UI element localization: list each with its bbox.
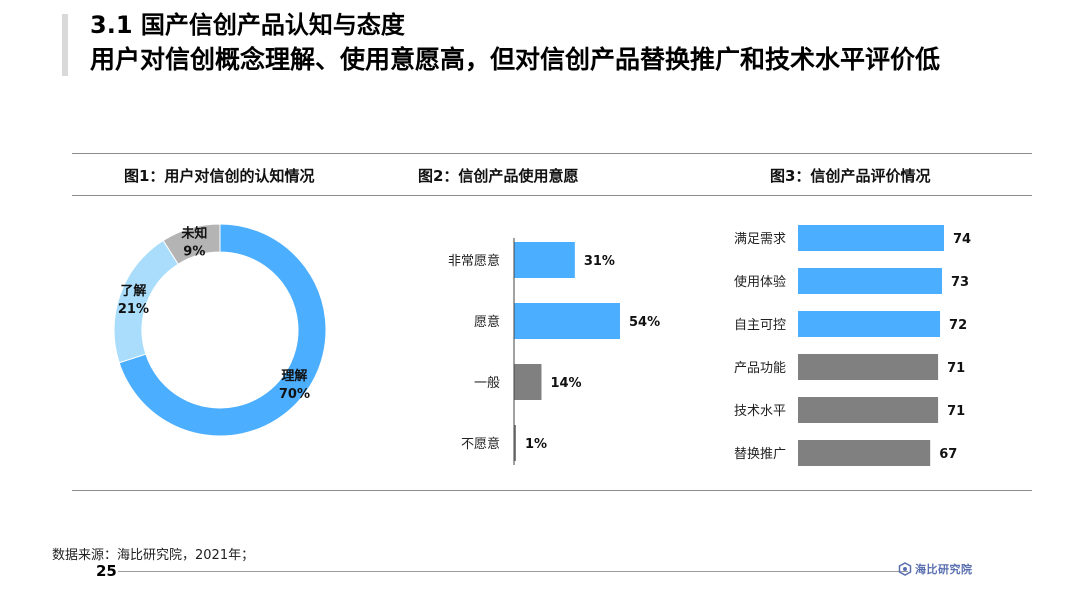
bottom-divider: [72, 490, 1032, 491]
evaluation-bar-0: [798, 225, 944, 251]
donut-label-1: 了解: [120, 283, 146, 299]
evaluation-bar-5: [798, 440, 931, 466]
evaluation-value-label-1: 73: [951, 275, 969, 290]
logo-text: 海比研究院: [915, 563, 973, 576]
donut-slice-0: [118, 223, 327, 437]
willingness-value-label-0: 31%: [584, 254, 615, 269]
page-title: 3.1 国产信创产品认知与态度: [90, 11, 405, 39]
evaluation-bar-4: [798, 397, 939, 423]
evaluation-category-label-4: 技术水平: [734, 404, 786, 419]
willingness-value-label-2: 14%: [550, 376, 581, 391]
donut-label-0: 理解: [281, 368, 307, 384]
evaluation-category-label-2: 自主可控: [734, 318, 786, 333]
evaluation-value-label-0: 74: [953, 232, 971, 247]
willingness-value-label-3: 1%: [525, 437, 547, 452]
evaluation-value-label-3: 71: [947, 361, 965, 376]
evaluation-value-label-2: 72: [949, 318, 967, 333]
willingness-category-label-1: 愿意: [474, 314, 500, 330]
donut-chart: 理解 70% 了解 21% 未知 9%: [113, 223, 327, 437]
willingness-bar-1: [514, 303, 620, 339]
evaluation-category-label-1: 使用体验: [734, 274, 786, 290]
willingness-category-label-2: 一般: [474, 375, 500, 391]
data-source-note: 数据来源：海比研究院，2021年；: [52, 548, 255, 563]
willingness-bar-0: [514, 242, 575, 278]
willingness-bar-2: [514, 364, 542, 400]
willingness-value-label-1: 54%: [629, 315, 660, 330]
chart2-title: 图2：信创产品使用意愿: [418, 167, 579, 185]
page-subtitle: 用户对信创概念理解、使用意愿高，但对信创产品替换推广和技术水平评价低: [90, 45, 941, 74]
title-accent-bar: [62, 14, 68, 76]
donut-value-label-0: 70%: [279, 387, 310, 402]
evaluation-category-label-3: 产品功能: [734, 361, 786, 376]
willingness-category-label-3: 不愿意: [461, 436, 500, 452]
hexagon-logo-icon: [898, 562, 912, 576]
chart3-title: 图3：信创产品评价情况: [770, 167, 931, 185]
willingness-bar-chart: 非常愿意 31% 愿意 54% 一般 14% 不愿意 1%: [448, 238, 660, 465]
evaluation-category-label-0: 满足需求: [734, 232, 786, 247]
chart1-title: 图1：用户对信创的认知情况: [124, 167, 315, 185]
evaluation-bar-3: [798, 354, 939, 380]
header-row-divider: [72, 195, 1032, 196]
brand-logo: 海比研究院: [898, 561, 973, 577]
willingness-bar-3: [514, 425, 516, 461]
donut-value-label-2: 9%: [183, 245, 205, 260]
donut-value-label-1: 21%: [118, 302, 149, 317]
evaluation-category-label-5: 替换推广: [734, 447, 786, 462]
evaluation-bar-chart: 满足需求 74 使用体验 73 自主可控 72 产品功能 71 技术水平 71 替换推广 67: [734, 225, 971, 466]
evaluation-value-label-4: 71: [947, 404, 965, 419]
top-divider: [72, 153, 1032, 154]
willingness-category-label-0: 非常愿意: [448, 253, 500, 269]
page-number: 25: [96, 562, 117, 580]
footer-divider: [118, 571, 908, 572]
evaluation-value-label-5: 67: [939, 447, 957, 462]
evaluation-bar-1: [798, 268, 943, 294]
donut-slice-2: [162, 223, 221, 265]
evaluation-bar-2: [798, 311, 941, 337]
donut-label-2: 未知: [180, 226, 207, 242]
